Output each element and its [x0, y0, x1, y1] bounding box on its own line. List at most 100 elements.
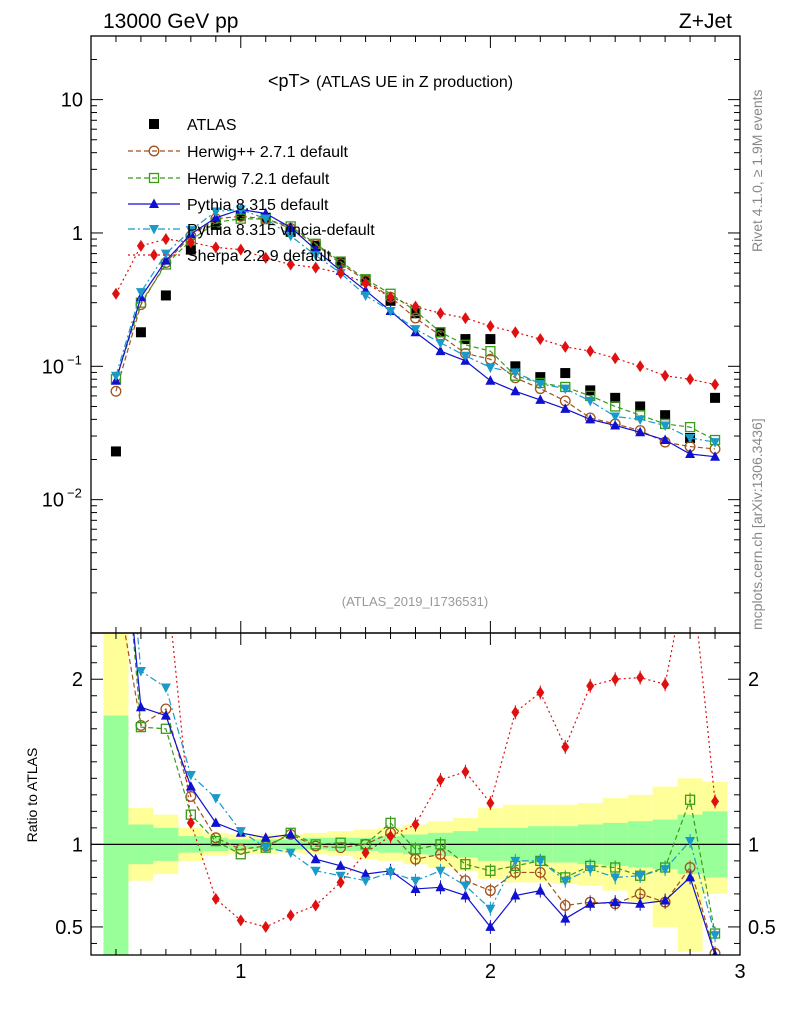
vincia-main-point: [535, 379, 546, 390]
sherpa-ratio-point: [162, 566, 170, 578]
sherpa-ratio-point: [486, 797, 495, 810]
vincia-main-point: [585, 396, 596, 407]
pythia-ratio-point: [435, 881, 446, 892]
pythia-main-point: [710, 451, 721, 461]
pythia-main-point: [535, 394, 546, 404]
main-series-layer: [110, 203, 721, 461]
ratio-y-tick-label-left: 0.5: [55, 917, 83, 939]
sherpa-ratio-point: [461, 765, 470, 778]
vincia-main-point: [260, 214, 271, 225]
sherpa-ratio-point: [711, 795, 720, 808]
sherpa-ratio-point: [211, 892, 220, 905]
pythia-ratio-point: [535, 885, 546, 895]
ratio-uncertainty-bands: [91, 633, 740, 955]
sherpa-ratio-point: [436, 773, 445, 786]
sherpa-main-point: [361, 277, 370, 290]
ratio-series-layer: [111, 427, 721, 955]
herwig7-main-point: [610, 401, 621, 412]
sherpa-main-point: [686, 373, 695, 386]
vincia-ratio-point: [710, 931, 721, 941]
pythia-main-point: [560, 403, 571, 413]
sherpa-ratio-point: [286, 909, 295, 922]
sherpa-main-point: [611, 352, 620, 365]
vincia-ratio-point: [160, 683, 171, 693]
process-label: Z+Jet: [679, 10, 732, 33]
pythia-ratio-point: [560, 913, 571, 923]
sherpa-main-point: [436, 307, 445, 320]
atlas-data-point: [210, 219, 221, 230]
vincia-main-point: [610, 412, 621, 423]
pythia-ratio-point: [510, 890, 521, 900]
vincia-ratio-point: [410, 876, 421, 887]
sherpa-main-point: [661, 369, 670, 382]
vincia-main-point: [385, 306, 396, 317]
pythia-main-point: [210, 212, 221, 222]
vincia-ratio-point: [310, 866, 321, 877]
herwigpp-main-point: [110, 385, 122, 397]
ratio-x-tick-label: 3: [734, 961, 745, 983]
atlas-data-point: [560, 368, 571, 379]
pythia-ratio-point: [260, 832, 271, 842]
vincia-main-point: [310, 251, 321, 261]
sherpa-main-point: [211, 241, 220, 254]
vincia-ratio-point: [135, 666, 146, 677]
vincia-ratio-point: [585, 865, 596, 875]
main-y-tick-label: 10: [42, 490, 64, 512]
herwig7-ratio-point: [485, 865, 496, 876]
vincia-main-point: [710, 438, 721, 448]
atlas-data-point: [485, 334, 496, 345]
atlas-data-point: [585, 385, 596, 396]
band-inner-bin: [303, 837, 329, 850]
ratio-y-tick-label-right: 1: [748, 834, 759, 856]
sherpa-ratio-point: [411, 818, 420, 831]
pythia-main-point: [610, 419, 621, 430]
analysis-id-label: (ATLAS_2019_I1736531): [342, 594, 488, 609]
atlas-data-point: [660, 410, 671, 421]
atlas-data-point: [535, 372, 546, 383]
vincia-ratio-point: [685, 837, 696, 847]
vincia-ratio-point: [185, 771, 196, 781]
sherpa-ratio-point: [661, 678, 670, 691]
pythia-ratio-point: [685, 871, 696, 882]
pythia-main-point: [485, 375, 496, 385]
herwig7-ratio-point: [111, 427, 120, 436]
herwigpp-ratio-point: [484, 885, 496, 897]
pythia-ratio-point: [135, 701, 146, 712]
sherpa-main-point: [111, 287, 120, 300]
legend-label-herwig7: Herwig 7.2.1 default: [187, 171, 330, 188]
pythia-ratio-point: [335, 860, 346, 870]
sherpa-ratio-point: [686, 549, 694, 561]
herwig7-ratio-point: [235, 849, 246, 860]
sherpa-ratio-point: [636, 671, 645, 684]
ratio-y-tick-label-left: 1: [72, 834, 83, 856]
pythia-ratio-point: [285, 828, 296, 839]
legend-marker-atlas: [149, 119, 159, 129]
atlas-data-point: [185, 244, 196, 255]
sherpa-main-point: [386, 291, 395, 304]
vincia-main-point: [360, 291, 371, 301]
herwig7-ratio-point: [335, 837, 346, 848]
ratio-y-tick-label-right: 2: [748, 669, 759, 691]
legend-label-herwigpp: Herwig++ 2.7.1 default: [187, 144, 349, 161]
vincia-main-point: [635, 415, 646, 425]
herwig7-ratio-point: [460, 859, 471, 870]
pythia-ratio-point: [310, 853, 321, 864]
sherpa-main-point: [136, 239, 145, 252]
legend-marker-herwigpp: [148, 145, 160, 157]
pythia-ratio-point: [585, 898, 596, 908]
herwig7-main-point: [435, 327, 446, 338]
atlas-data-point: [285, 226, 296, 237]
vincia-ratio-point: [560, 876, 571, 887]
main-y-tick-label: 10: [61, 90, 83, 112]
vincia-main-point: [210, 207, 221, 217]
ratio-axis-label: Ratio to ATLAS: [24, 748, 40, 843]
main-y-tick-exponent: −1: [67, 352, 82, 367]
sherpa-ratio-point: [186, 816, 195, 829]
sherpa-ratio-point: [311, 899, 320, 912]
herwigpp-ratio-point: [111, 575, 121, 585]
herwig7-main-point: [684, 421, 696, 433]
vincia-ratio-point: [460, 881, 471, 892]
herwig7-ratio-point: [410, 844, 421, 855]
sherpa-ratio-point: [361, 846, 370, 859]
atlas-data-point: [510, 361, 521, 372]
